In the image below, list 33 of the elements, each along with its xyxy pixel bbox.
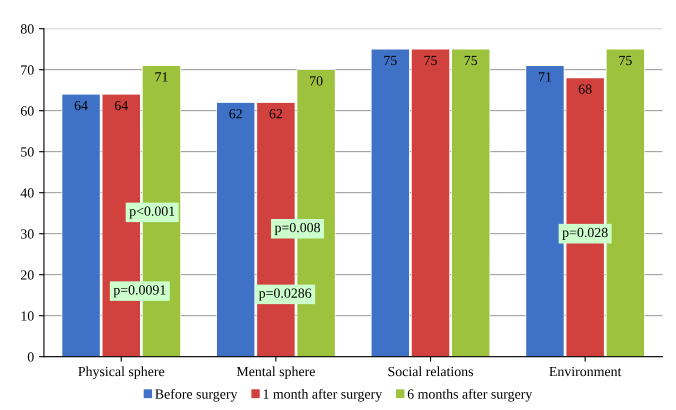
y-tick-label: 20 [20,270,34,280]
y-tick-label: 0 [28,352,34,362]
annotation: p=0.028 [562,228,608,240]
data-label: 75 [424,56,437,66]
data-label: 70 [310,76,323,86]
data-label: 64 [74,100,88,110]
y-tick-label: 30 [20,229,34,239]
x-tick-label: Physical sphere [78,366,164,380]
annotation: p=0.0286 [258,288,312,301]
data-label: 62 [270,109,282,118]
data-label: 62 [229,109,242,118]
legend-label: 1 month after surgery [264,388,382,402]
data-label: 71 [155,72,168,82]
data-label: 64 [114,100,128,110]
annotation: p=0.0091 [114,285,166,298]
y-tick-label: 40 [20,188,34,198]
legend-label: 6 months after surgery [408,388,532,402]
x-tick-label: Social relations [388,366,474,376]
x-tick-label: Environment [549,366,622,376]
data-label: 71 [538,72,552,82]
data-label: 75 [464,56,478,66]
y-tick-label: 80 [20,24,34,34]
y-tick-label: 60 [20,106,34,116]
x-tick-label: Mental sphere [236,366,315,380]
y-tick-label: 50 [21,147,34,157]
data-label: 68 [578,84,592,94]
annotation: p<0.001 [129,206,174,219]
annotation: p=0.008 [274,222,320,236]
data-label: 75 [619,56,632,66]
y-tick-label: 70 [21,65,34,75]
y-tick-label: 10 [22,311,34,321]
data-label: 75 [384,56,397,66]
legend-label: Before surgery [155,388,238,402]
